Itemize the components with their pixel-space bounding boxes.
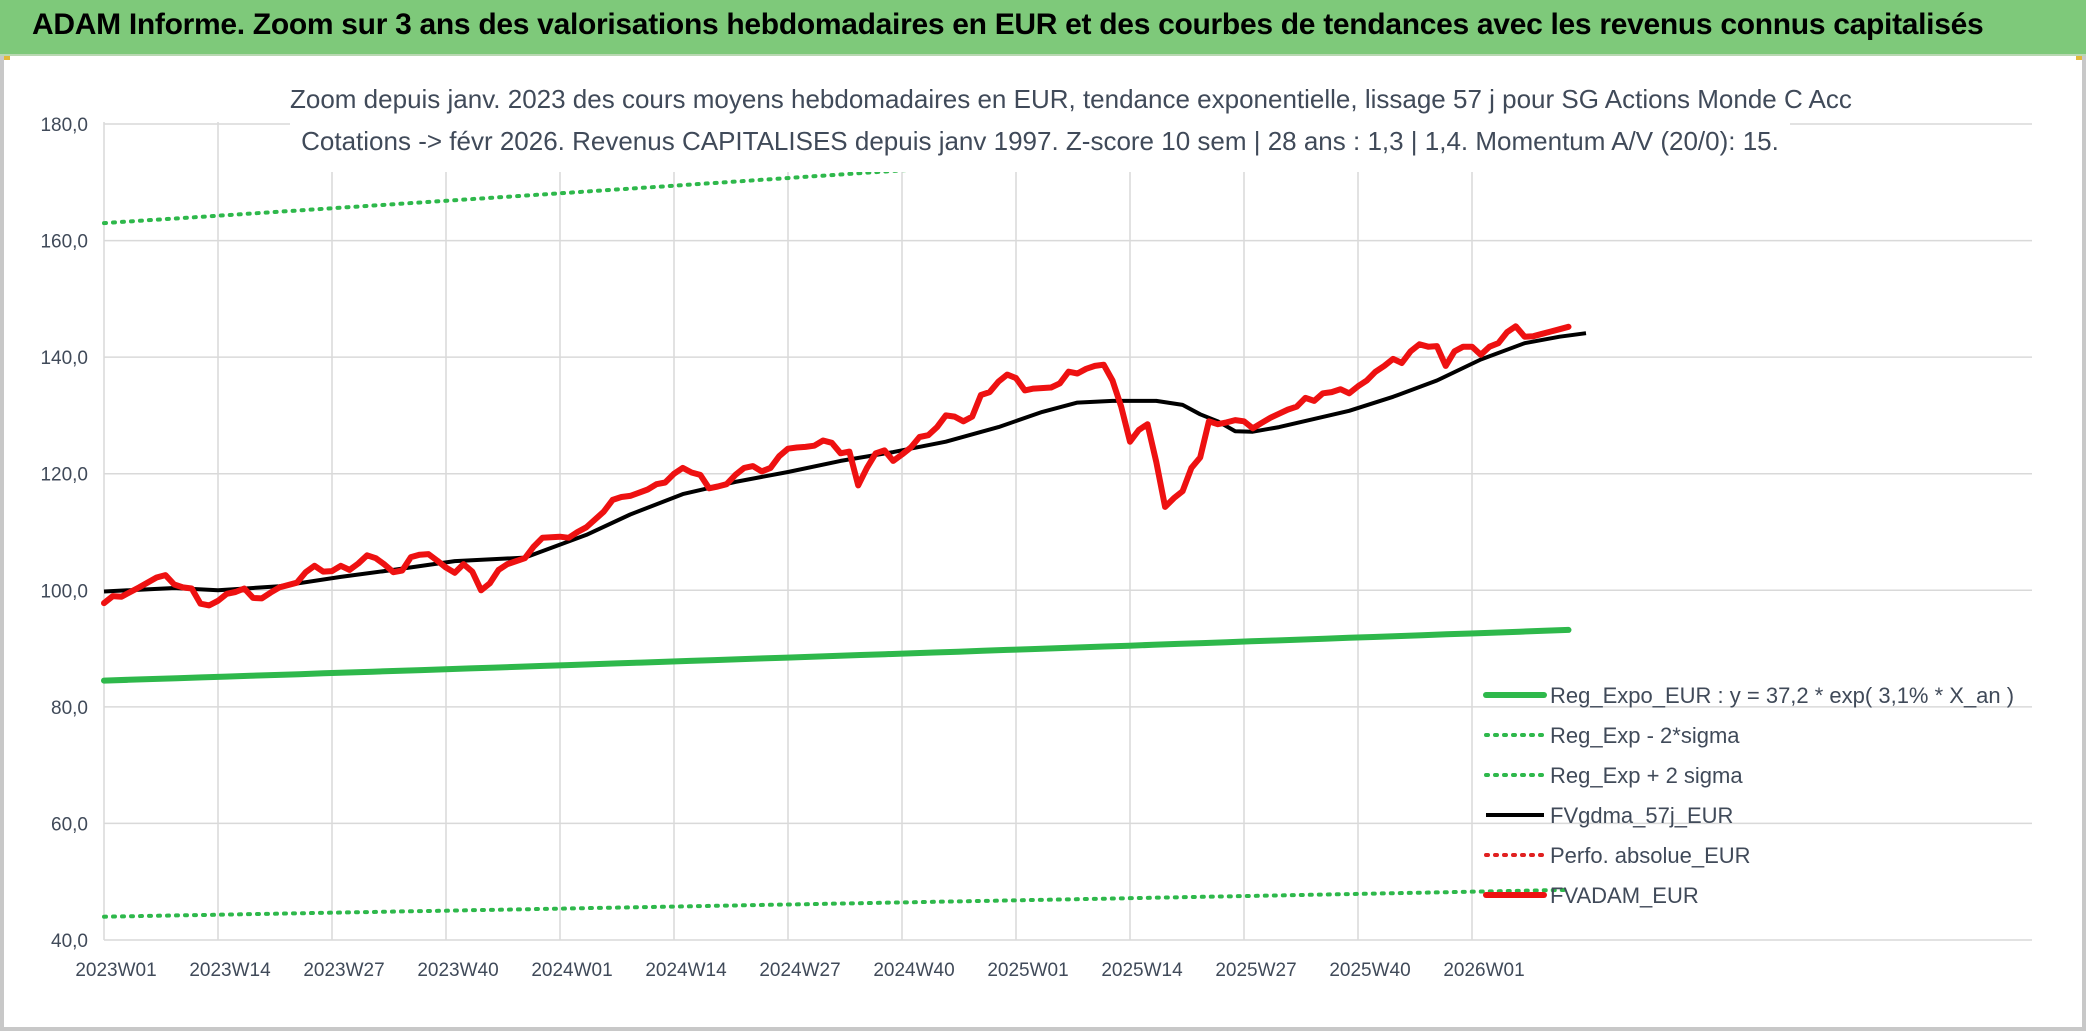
y-tick-label: 160,0	[40, 232, 88, 253]
report-title: ADAM Informe. Zoom sur 3 ans des valoris…	[32, 8, 1984, 41]
series-line-3	[103, 331, 1587, 594]
x-tick-label: 2024W01	[531, 960, 612, 981]
chart-title: Zoom depuis janv. 2023 des cours moyens …	[290, 84, 1852, 114]
legend-label-2: Reg_Exp + 2 sigma	[1550, 763, 1743, 788]
series-line-0	[101, 626, 1572, 684]
legend-label-5: FVADAM_EUR	[1550, 883, 1699, 908]
y-tick-label: 80,0	[51, 698, 88, 719]
legend: Reg_Expo_EUR : y = 37,2 * exp( 3,1% * X_…	[1483, 683, 2014, 908]
x-tick-label: 2025W14	[1101, 960, 1183, 981]
chart-title-box: Zoom depuis janv. 2023 des cours moyens …	[290, 80, 1852, 172]
x-tick-label: 2023W14	[189, 960, 271, 981]
legend-label-3: FVgdma_57j_EUR	[1550, 803, 1733, 828]
x-tick-label: 2025W01	[987, 960, 1068, 981]
legend-label-1: Reg_Exp - 2*sigma	[1550, 723, 1740, 748]
y-tick-label: 100,0	[40, 581, 88, 602]
grid-lines	[103, 122, 2032, 941]
x-tick-label: 2025W27	[1215, 960, 1296, 981]
y-tick-label: 60,0	[51, 814, 88, 835]
corner-accent-left	[0, 56, 10, 60]
series-line-5	[101, 323, 1572, 609]
y-tick-label: 140,0	[40, 348, 88, 369]
x-tick-label: 2023W27	[303, 960, 384, 981]
x-tick-label: 2023W01	[75, 960, 156, 981]
x-tick-label: 2024W40	[873, 960, 954, 981]
chart-subtitle: Cotations -> févr 2026. Revenus CAPITALI…	[301, 126, 1779, 156]
legend-label-4: Perfo. absolue_EUR	[1550, 843, 1751, 868]
y-tick-label: 120,0	[40, 465, 88, 486]
x-tick-label: 2024W14	[645, 960, 727, 981]
x-tick-label: 2024W27	[759, 960, 840, 981]
series-lines	[101, 122, 1587, 919]
y-tick-label: 180,0	[40, 115, 88, 136]
axis-labels: 40,0 60,0 80,0 100,0 120,0 140,0 160,0 180,0 202…	[40, 115, 1524, 981]
legend-label-0: Reg_Expo_EUR : y = 37,2 * exp( 3,1% * X_…	[1550, 683, 2014, 708]
y-tick-label: 40,0	[51, 931, 88, 952]
report-banner: ADAM Informe. Zoom sur 3 ans des valoris…	[0, 0, 2086, 56]
corner-accent-right	[2076, 56, 2086, 60]
chart-frame	[0, 56, 2086, 1031]
x-tick-label: 2023W40	[417, 960, 498, 981]
x-tick-label: 2026W01	[1443, 960, 1524, 981]
x-tick-label: 2025W40	[1329, 960, 1410, 981]
series-line-1	[102, 887, 1571, 919]
